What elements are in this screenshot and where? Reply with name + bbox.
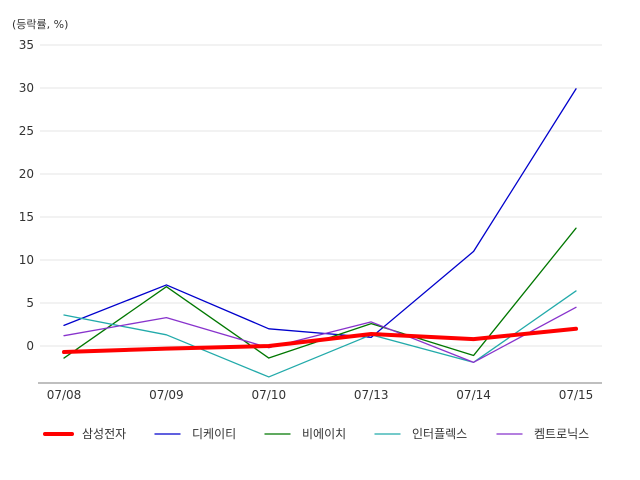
y-tick-label: 20 [19, 167, 34, 181]
x-tick-label: 07/08 [47, 388, 82, 402]
y-tick-label: 30 [19, 81, 34, 95]
y-axis-unit-label: (등락률, %) [12, 18, 68, 31]
y-tick-label: 0 [26, 339, 34, 353]
legend-label: 켐트로닉스 [534, 427, 589, 441]
y-tick-label: 15 [19, 210, 34, 224]
x-tick-label: 07/15 [559, 388, 594, 402]
legend-label: 디케이티 [192, 427, 236, 441]
x-tick-label: 07/14 [456, 388, 491, 402]
legend-label: 비에이치 [302, 427, 346, 441]
y-tick-label: 5 [26, 296, 34, 310]
series-line-1 [63, 88, 577, 339]
x-tick-label: 07/13 [354, 388, 389, 402]
x-tick-label: 07/09 [149, 388, 184, 402]
series-line-3 [63, 290, 577, 378]
y-tick-label: 10 [19, 253, 34, 267]
legend-label: 삼성전자 [82, 427, 126, 441]
x-tick-label: 07/10 [252, 388, 287, 402]
series-line-0 [62, 326, 578, 355]
y-tick-label: 35 [19, 38, 34, 52]
series-line-4 [63, 306, 577, 363]
legend-label: 인터플렉스 [412, 427, 467, 441]
y-tick-label: 25 [19, 124, 34, 138]
